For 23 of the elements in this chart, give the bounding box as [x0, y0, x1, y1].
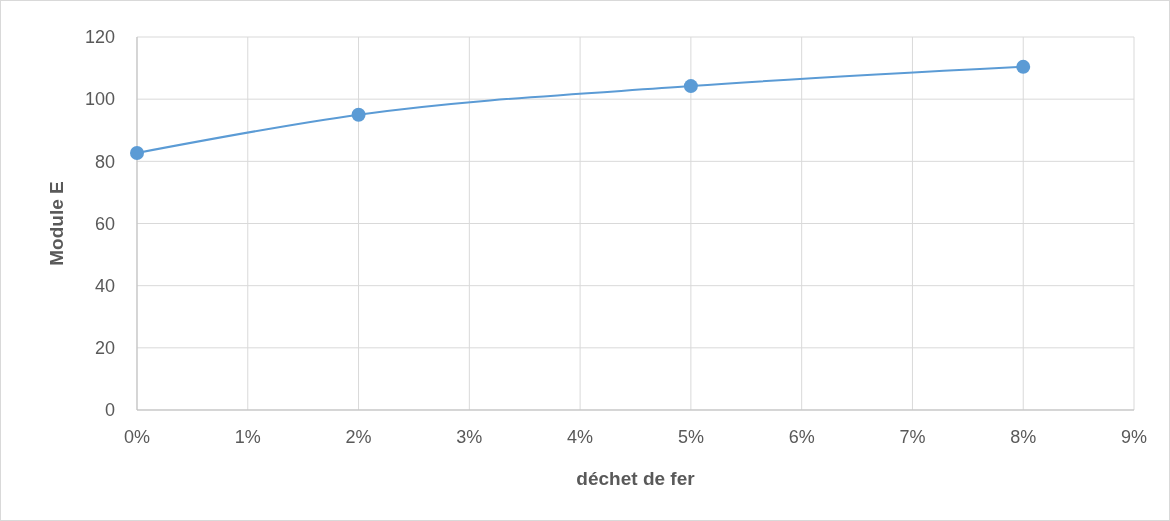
- y-tick-label: 40: [94, 275, 115, 296]
- x-axis-title: déchet de fer: [576, 468, 696, 489]
- x-tick-label: 6%: [788, 427, 815, 447]
- point: [351, 107, 366, 122]
- y-tick-label: 20: [94, 338, 115, 359]
- x-tick-label: 7%: [899, 427, 926, 447]
- x-tick-label: 1%: [234, 427, 261, 447]
- x-tick-label: 0%: [123, 427, 151, 447]
- point: [1016, 59, 1031, 74]
- x-tick-label: 2%: [345, 427, 372, 447]
- y-tick-label: 60: [94, 213, 115, 234]
- y-tick-label: 120: [84, 27, 115, 48]
- x-tick-label: 8%: [1010, 427, 1037, 447]
- y-tick-label: 0: [104, 400, 115, 421]
- x-tick-label: 3%: [456, 427, 483, 447]
- y-tick-label: 80: [94, 151, 115, 172]
- x-tick-label: 9%: [1120, 427, 1148, 447]
- point: [130, 145, 144, 160]
- x-tick-label: 5%: [677, 427, 704, 447]
- y-tick-label: 100: [84, 89, 115, 110]
- point: [683, 79, 698, 94]
- y-axis-title: Module E: [46, 181, 67, 266]
- x-tick-label: 4%: [567, 427, 594, 447]
